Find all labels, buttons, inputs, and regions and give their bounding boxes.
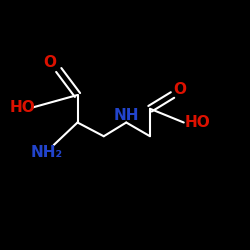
- Text: HO: HO: [184, 115, 210, 130]
- Text: O: O: [44, 55, 57, 70]
- Text: NH: NH: [114, 108, 139, 122]
- Text: HO: HO: [10, 100, 36, 115]
- Text: O: O: [174, 82, 186, 98]
- Text: NH₂: NH₂: [30, 145, 62, 160]
